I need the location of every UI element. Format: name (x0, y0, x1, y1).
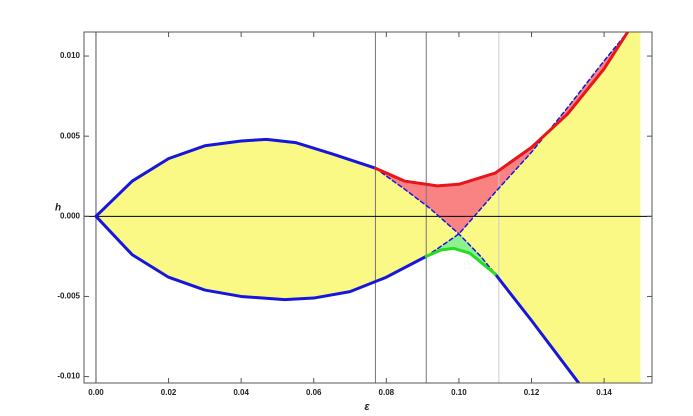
curve (94, 137, 377, 218)
x-tick-label: 0.10 (451, 388, 467, 397)
y-tick-label: 0.010 (60, 51, 81, 60)
y-tick-label: 0.000 (60, 211, 81, 220)
x-tick-label: 0.00 (88, 388, 104, 397)
curve (374, 167, 496, 275)
filled-region (426, 233, 496, 275)
curve (94, 214, 428, 302)
curve (424, 246, 497, 276)
frame (83, 31, 653, 384)
filled-region (95, 139, 459, 300)
x-tick-label: 0.08 (379, 388, 395, 397)
filled-region (458, 32, 641, 383)
x-tick-label: 0.14 (596, 388, 612, 397)
plot-area (84, 32, 652, 383)
x-tick-label: 0.04 (233, 388, 249, 397)
curve (425, 32, 629, 258)
x-tick-label: 0.06 (306, 388, 322, 397)
curve (373, 32, 630, 188)
curve (493, 272, 581, 383)
x-tick-label: 0.02 (161, 388, 177, 397)
y-axis-label: h (55, 203, 61, 214)
y-tick-label: 0.005 (60, 131, 81, 140)
x-axis-label: ε (364, 401, 370, 413)
y-tick-label: -0.010 (57, 372, 80, 381)
y-tick-label: -0.005 (57, 292, 80, 301)
x-tick-label: 0.12 (524, 388, 540, 397)
